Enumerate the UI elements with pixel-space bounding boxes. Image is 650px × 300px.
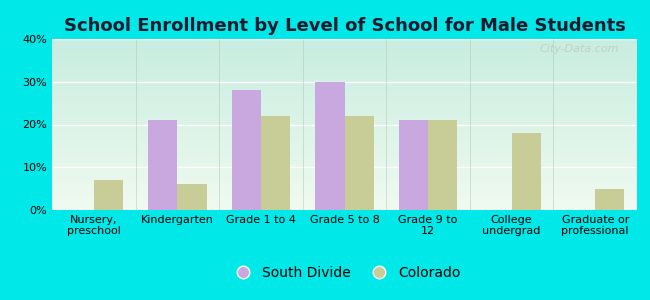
Bar	[512, 133, 541, 210]
Bar	[595, 189, 625, 210]
Bar	[428, 120, 458, 210]
Bar	[315, 82, 344, 210]
Bar	[177, 184, 207, 210]
Bar	[399, 120, 428, 210]
Bar	[344, 116, 374, 210]
Text: City-Data.com: City-Data.com	[540, 44, 619, 54]
Bar	[148, 120, 177, 210]
Bar	[261, 116, 290, 210]
Bar	[94, 180, 123, 210]
Bar	[231, 90, 261, 210]
Title: School Enrollment by Level of School for Male Students: School Enrollment by Level of School for…	[64, 17, 625, 35]
Legend: South Divide, Colorado: South Divide, Colorado	[223, 260, 466, 285]
